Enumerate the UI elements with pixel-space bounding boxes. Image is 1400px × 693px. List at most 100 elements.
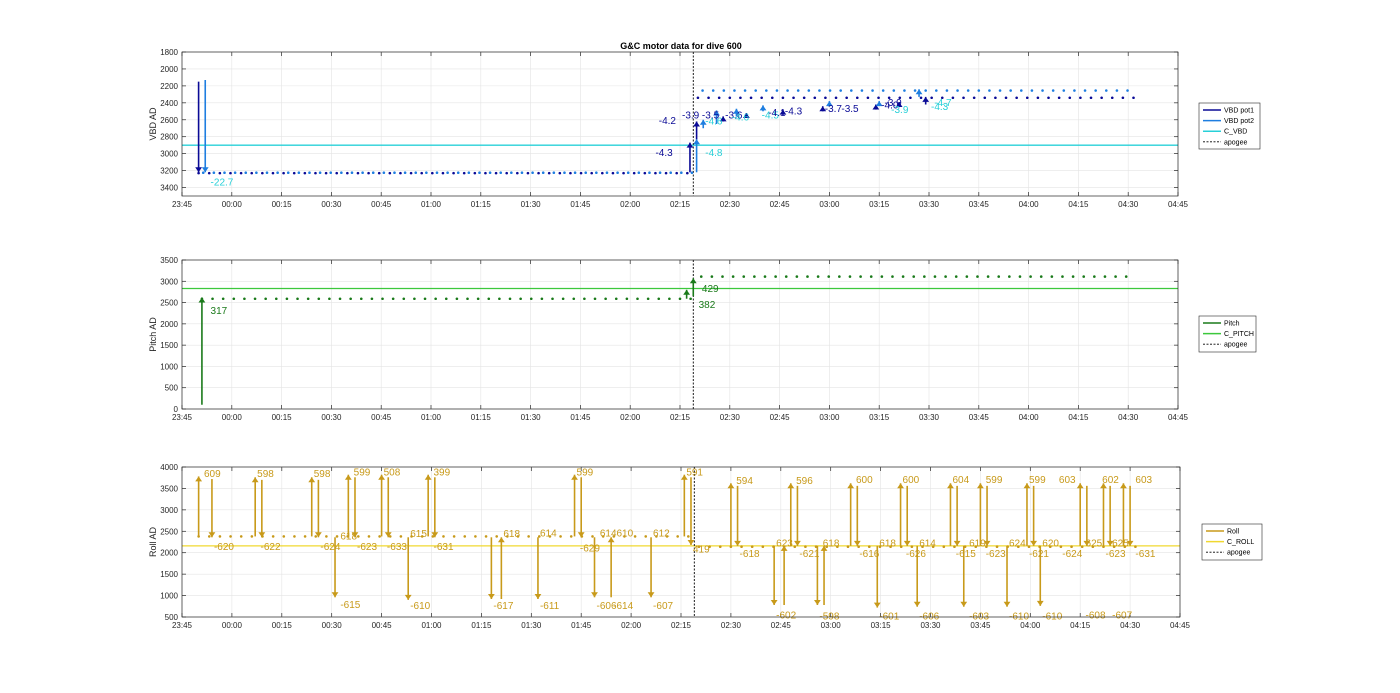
x-tick-label: 04:30 <box>1118 413 1139 422</box>
move-arrow-head <box>780 545 788 551</box>
data-point-pitch <box>1050 275 1054 278</box>
data-label: 624 <box>1009 538 1026 549</box>
data-point-pitch <box>253 297 257 301</box>
data-label: 399 <box>434 467 451 478</box>
data-point-pitch <box>699 275 703 278</box>
data-point-roll <box>687 535 690 538</box>
data-label: -4.3 <box>931 102 949 113</box>
data-point-pitch <box>540 297 544 301</box>
x-tick-label: 03:15 <box>869 413 890 422</box>
data-point-pitch <box>232 297 236 301</box>
move-arrow-head <box>571 474 578 480</box>
data-label: 598 <box>314 469 331 480</box>
data-point-vbd-pot1 <box>898 96 902 100</box>
data-label: -4.7 <box>934 98 952 109</box>
legend-label: C_PITCH <box>1224 331 1254 338</box>
x-tick-label: 02:45 <box>771 621 792 630</box>
data-label: 591 <box>686 467 703 478</box>
data-point-vbd-pot2 <box>743 89 747 92</box>
data-label: 618 <box>340 532 357 543</box>
data-point-roll <box>442 535 445 538</box>
data-point-pitch <box>901 275 905 278</box>
data-point-vbd-pot1 <box>664 171 668 175</box>
data-point-roll <box>282 535 286 538</box>
move-arrow-head <box>404 594 412 600</box>
x-tick-label: 04:30 <box>1118 200 1139 209</box>
data-point-pitch <box>986 275 990 278</box>
data-point-vbd-pot2 <box>935 89 938 92</box>
data-point-pitch <box>689 297 692 301</box>
x-tick-label: 00:15 <box>272 621 293 630</box>
data-point-roll <box>431 535 435 538</box>
data-point-roll <box>1027 545 1031 549</box>
data-point-roll <box>357 535 360 538</box>
data-label: 614 <box>600 529 617 540</box>
data-label: 620 <box>1042 538 1059 549</box>
data-point-vbd-pot1 <box>813 96 817 100</box>
data-label: -4.5 <box>762 111 780 122</box>
data-point-vbd-pot2 <box>255 171 258 175</box>
x-tick-label: 03:45 <box>970 621 991 630</box>
data-point-roll <box>995 545 999 549</box>
data-point-roll <box>1080 545 1084 549</box>
data-point-vbd-pot2 <box>924 89 927 92</box>
x-tick-label: 01:30 <box>521 621 542 630</box>
move-arrow-head <box>487 594 495 599</box>
data-point-pitch <box>264 297 267 301</box>
data-point-pitch <box>317 297 321 301</box>
x-tick-label: 01:00 <box>421 200 442 209</box>
data-label: 612 <box>653 529 670 540</box>
data-point-pitch <box>1018 275 1022 278</box>
data-point-roll <box>878 545 882 549</box>
x-tick-label: 04:00 <box>1019 200 1040 209</box>
x-tick-label: 02:00 <box>621 621 642 630</box>
x-tick-label: 23:45 <box>172 200 193 209</box>
data-point-pitch <box>243 297 246 301</box>
data-point-roll <box>1059 545 1063 549</box>
data-point-vbd-pot1 <box>824 96 827 100</box>
x-tick-label: 03:45 <box>969 413 990 422</box>
move-arrow-head <box>1106 540 1114 546</box>
data-point-vbd-pot2 <box>552 171 556 175</box>
x-tick-label: 04:30 <box>1120 621 1141 630</box>
data-point-vbd-pot2 <box>584 171 588 175</box>
move-arrow-head <box>591 592 598 598</box>
data-label: 599 <box>354 467 371 478</box>
data-point-pitch <box>370 297 374 301</box>
data-point-roll <box>740 545 743 549</box>
data-point-roll <box>931 545 935 549</box>
data-point-pitch <box>657 297 661 301</box>
x-tick-label: 00:15 <box>272 413 293 422</box>
data-point-vbd-pot2 <box>690 171 694 175</box>
data-point-vbd-pot2 <box>626 171 630 175</box>
data-point-vbd-pot1 <box>516 171 519 175</box>
data-point-vbd-pot1 <box>781 96 785 100</box>
data-point-pitch <box>1114 275 1117 278</box>
data-point-pitch <box>466 297 469 301</box>
data-point-roll <box>793 545 797 549</box>
data-label: -607 <box>653 601 673 612</box>
move-arrow-head <box>258 532 266 538</box>
data-label: -607 <box>1112 610 1132 621</box>
move-arrow-head <box>915 89 923 95</box>
data-point-roll <box>761 545 765 549</box>
data-point-pitch <box>678 297 682 301</box>
data-point-vbd-pot1 <box>1132 96 1135 100</box>
data-point-roll <box>335 535 339 538</box>
data-point-pitch <box>487 297 491 301</box>
data-point-vbd-pot1 <box>569 171 572 175</box>
data-point-roll <box>1134 545 1137 549</box>
data-point-pitch <box>1008 275 1011 278</box>
data-point-vbd-pot1 <box>951 96 955 100</box>
y-tick-label: 2400 <box>160 99 178 108</box>
data-point-vbd-pot1 <box>229 171 232 175</box>
data-label: -3.9 <box>682 111 700 122</box>
y-tick-label: 3500 <box>160 256 178 265</box>
data-point-pitch <box>529 297 533 301</box>
data-point-vbd-pot1 <box>760 96 763 100</box>
data-point-roll <box>729 545 733 549</box>
y-axis-label: VBD AD <box>148 107 158 141</box>
data-label: -633 <box>387 542 407 553</box>
data-point-roll <box>250 535 254 538</box>
x-tick-label: 23:45 <box>172 621 193 630</box>
